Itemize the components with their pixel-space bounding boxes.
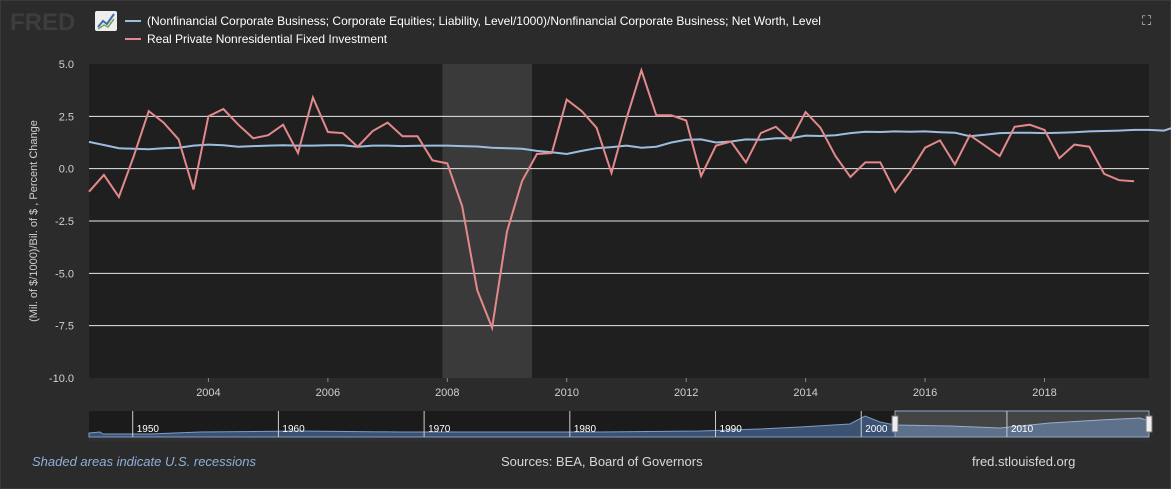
series-line-fixed-investment[interactable] bbox=[88, 67, 1135, 332]
y-tick-label: -2.5 bbox=[55, 216, 74, 228]
x-tick-label: 2012 bbox=[674, 387, 698, 399]
x-tick-label: 2016 bbox=[913, 387, 937, 399]
legend-label-series1[interactable]: (Nonfinancial Corporate Business; Corpor… bbox=[147, 14, 821, 28]
navigator-decade-label: 2000 bbox=[865, 424, 888, 435]
line-chart-icon bbox=[95, 11, 117, 31]
navigator-scrollbar[interactable] bbox=[89, 438, 1149, 441]
navigator-handle-right[interactable] bbox=[1145, 415, 1153, 433]
x-tick-label: 2006 bbox=[316, 387, 340, 399]
sources-text: Sources: BEA, Board of Governors bbox=[501, 454, 703, 469]
y-tick-label: 0.0 bbox=[59, 164, 74, 176]
y-axis: 5.0 2.5 0.0 -2.5 -5.0 -7.5 -10.0 bbox=[49, 59, 74, 385]
x-tick-label: 2004 bbox=[196, 387, 220, 399]
y-tick-label: 5.0 bbox=[59, 59, 74, 71]
y-tick-label: -5.0 bbox=[55, 268, 74, 280]
y-tick-label: -10.0 bbox=[49, 373, 74, 385]
navigator-selection[interactable] bbox=[894, 410, 1150, 438]
x-axis: 2004 2006 2008 2010 2012 2014 2016 2018 bbox=[196, 378, 1057, 399]
legend[interactable]: (Nonfinancial Corporate Business; Corpor… bbox=[125, 14, 821, 46]
legend-label-series2[interactable]: Real Private Nonresidential Fixed Invest… bbox=[147, 32, 388, 46]
navigator-decade-label: 1960 bbox=[282, 424, 305, 435]
x-tick-label: 2018 bbox=[1032, 387, 1056, 399]
fred-logo[interactable]: FRED bbox=[10, 9, 75, 36]
navigator-handle-left[interactable] bbox=[891, 415, 899, 433]
y-axis-label: (Mil. of $/1000)/Bil. of $ , Percent Cha… bbox=[28, 120, 40, 322]
expand-icon[interactable]: ⛶ bbox=[1142, 13, 1152, 28]
navigator[interactable]: 1950 1960 1970 1980 1990 2000 2010 bbox=[88, 410, 1153, 441]
navigator-decade-label: 2010 bbox=[1011, 424, 1034, 435]
navigator-decade-label: 1980 bbox=[574, 424, 597, 435]
navigator-decade-label: 1990 bbox=[720, 424, 743, 435]
x-tick-label: 2008 bbox=[435, 387, 459, 399]
recession-note: Shaded areas indicate U.S. recessions bbox=[32, 454, 257, 469]
navigator-decade-label: 1970 bbox=[428, 424, 451, 435]
navigator-decade-labels: 1950 1960 1970 1980 1990 2000 2010 bbox=[132, 411, 1034, 437]
x-tick-label: 2014 bbox=[793, 387, 817, 399]
series-line-net-worth-ratio[interactable] bbox=[88, 126, 1171, 156]
navigator-series-area bbox=[88, 415, 1150, 438]
site-link[interactable]: fred.stlouisfed.org bbox=[972, 454, 1076, 469]
gridlines bbox=[89, 115, 1149, 327]
y-tick-label: 2.5 bbox=[59, 111, 74, 123]
navigator-decade-label: 1950 bbox=[137, 424, 160, 435]
y-tick-label: -7.5 bbox=[55, 321, 74, 333]
x-tick-label: 2010 bbox=[555, 387, 579, 399]
